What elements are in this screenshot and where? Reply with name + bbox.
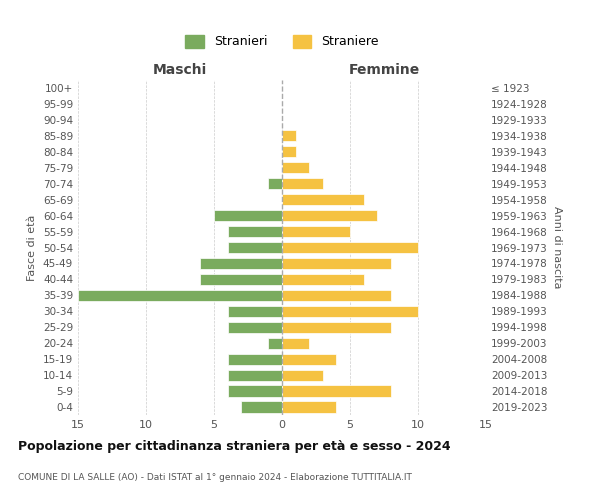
Text: Popolazione per cittadinanza straniera per età e sesso - 2024: Popolazione per cittadinanza straniera p… — [18, 440, 451, 453]
Bar — [227, 322, 282, 333]
Bar — [200, 258, 282, 269]
Bar — [268, 338, 282, 349]
Bar — [282, 290, 391, 301]
Bar — [214, 210, 282, 221]
Bar — [282, 338, 309, 349]
Bar — [282, 402, 337, 412]
Bar — [282, 258, 391, 269]
Bar — [282, 370, 323, 380]
Bar — [227, 386, 282, 396]
Bar — [282, 354, 337, 364]
Text: COMUNE DI LA SALLE (AO) - Dati ISTAT al 1° gennaio 2024 - Elaborazione TUTTITALI: COMUNE DI LA SALLE (AO) - Dati ISTAT al … — [18, 473, 412, 482]
Y-axis label: Fasce di età: Fasce di età — [28, 214, 37, 280]
Bar — [282, 194, 364, 205]
Bar — [227, 242, 282, 253]
Bar — [227, 306, 282, 317]
Bar — [282, 226, 350, 237]
Bar — [282, 130, 296, 141]
Bar — [282, 274, 364, 285]
Text: Maschi: Maschi — [153, 63, 207, 77]
Bar — [282, 386, 391, 396]
Bar — [78, 290, 282, 301]
Bar — [282, 146, 296, 158]
Bar — [227, 370, 282, 380]
Legend: Stranieri, Straniere: Stranieri, Straniere — [180, 30, 384, 54]
Bar — [241, 402, 282, 412]
Bar — [282, 242, 418, 253]
Bar — [282, 322, 391, 333]
Y-axis label: Anni di nascita: Anni di nascita — [551, 206, 562, 289]
Bar — [282, 306, 418, 317]
Bar — [227, 354, 282, 364]
Bar — [227, 226, 282, 237]
Text: Femmine: Femmine — [349, 63, 419, 77]
Bar — [282, 210, 377, 221]
Bar — [200, 274, 282, 285]
Bar — [282, 162, 309, 173]
Bar — [282, 178, 323, 190]
Bar — [268, 178, 282, 190]
